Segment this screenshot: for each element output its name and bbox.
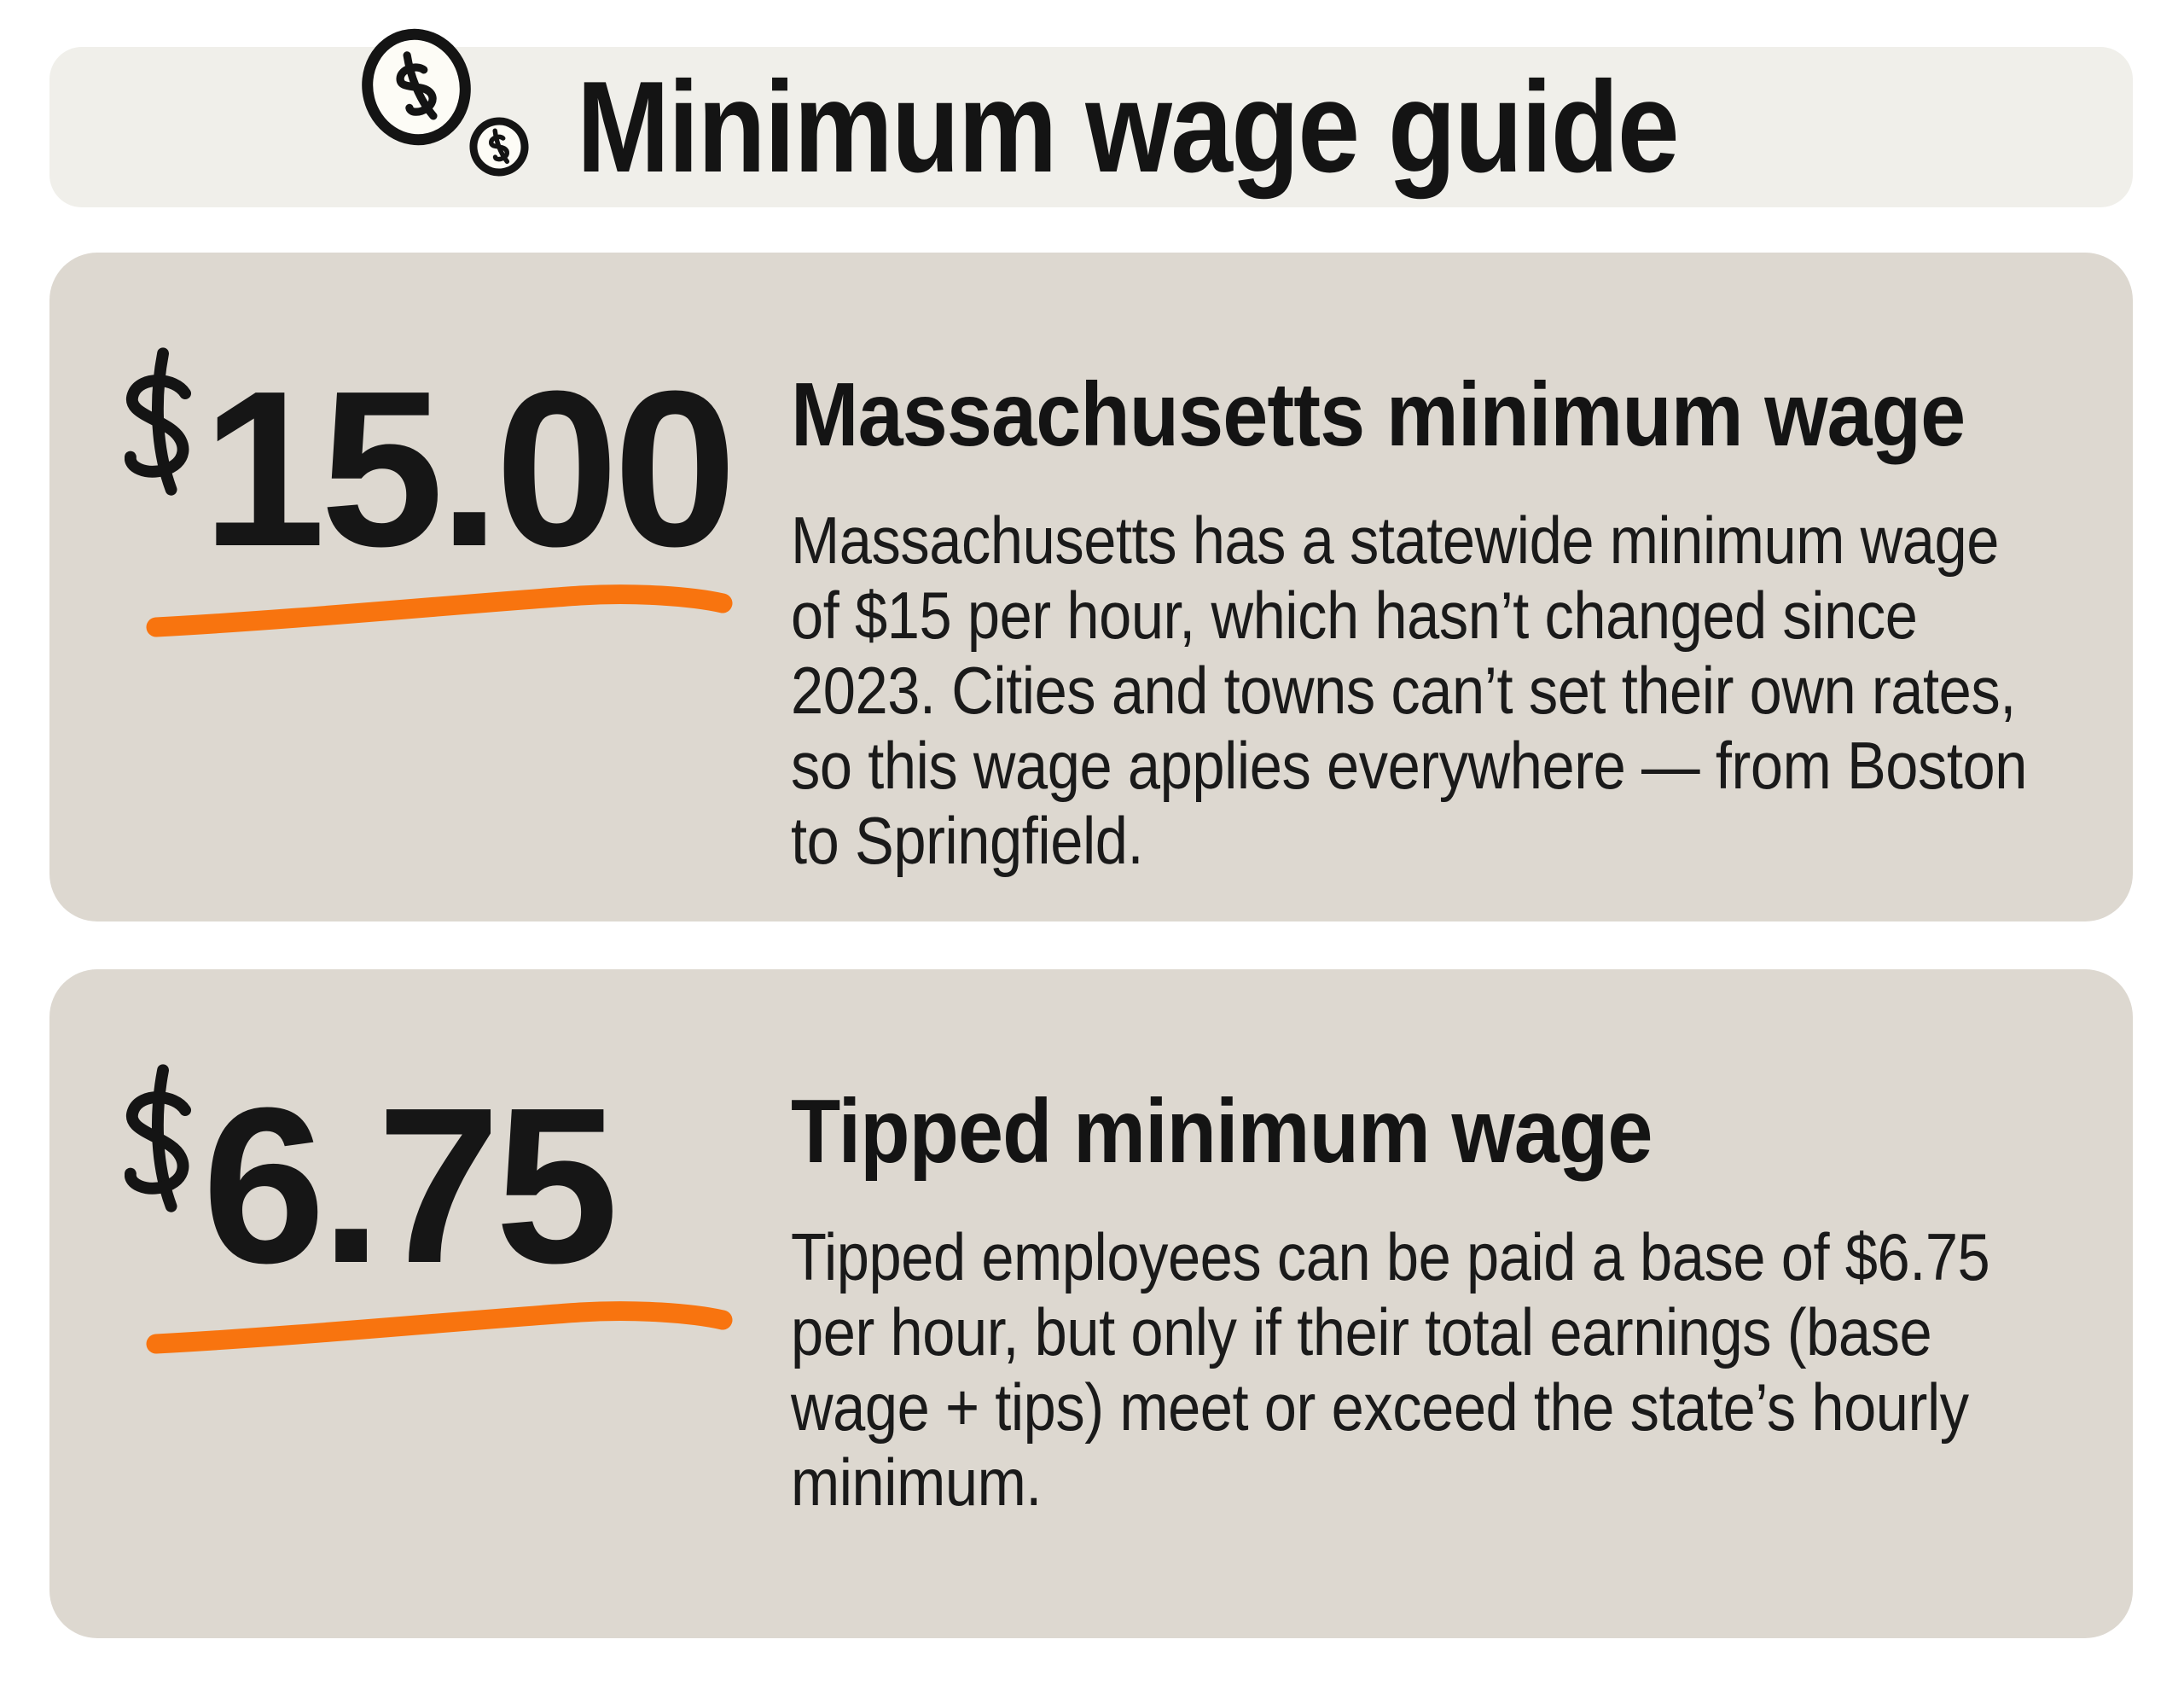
card-tipped-minimum-wage: 6.75 Tipped minimum wage Tipped employee… — [49, 969, 2133, 1638]
card-state-minimum-wage: 15.00 Massachusetts minimum wage Massach… — [49, 253, 2133, 921]
small-coin-icon — [469, 117, 529, 177]
card-text-column: Tipped minimum wage Tipped employees can… — [791, 1080, 2122, 1520]
big-coin-icon — [362, 28, 471, 146]
dollar-sign-icon — [125, 1064, 191, 1212]
card-text-column: Massachusetts minimum wage Massachusetts… — [791, 363, 2122, 878]
orange-underline — [146, 1301, 733, 1354]
dollar-sign-icon — [125, 347, 191, 496]
page-title: Minimum wage guide — [577, 54, 1680, 200]
wage-amount: 15.00 — [202, 346, 737, 593]
card-body-text: Massachusetts has a statewide minimum wa… — [791, 503, 2028, 878]
orange-underline — [146, 584, 733, 637]
dollar-coins-icon — [362, 28, 529, 177]
wage-amount: 6.75 — [202, 1062, 619, 1310]
card-body-text: Tipped employees can be paid a base of $… — [791, 1219, 1990, 1520]
card-heading: Massachusetts minimum wage — [791, 364, 1966, 465]
card-heading: Tipped minimum wage — [791, 1081, 1653, 1182]
header-title-wrap: Minimum wage guide — [577, 47, 1857, 207]
